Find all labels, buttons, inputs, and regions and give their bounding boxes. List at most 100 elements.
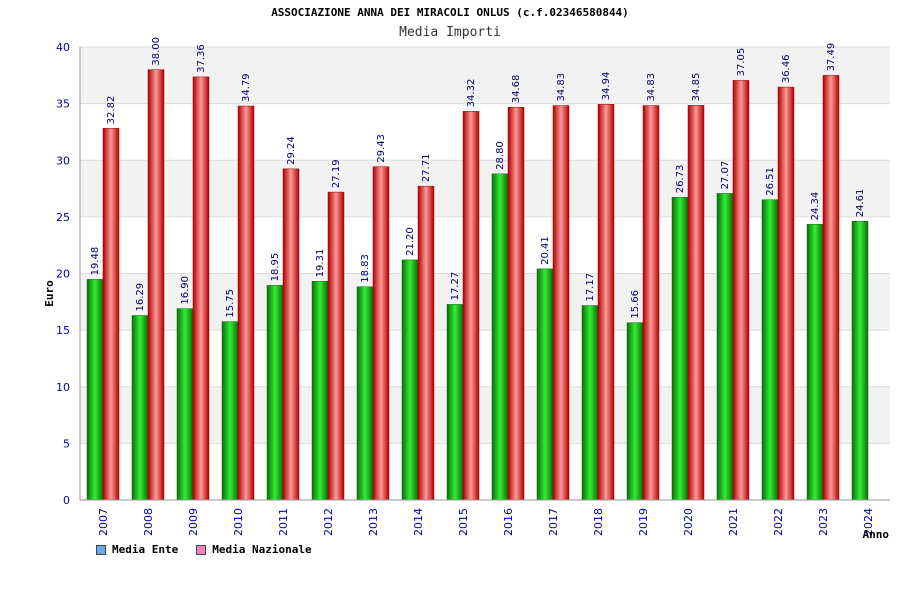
bar-media-nazionale bbox=[102, 128, 120, 501]
data-label: 19.48 bbox=[90, 247, 101, 276]
y-tick-label: 40 bbox=[56, 41, 70, 54]
grid-band bbox=[80, 160, 890, 217]
legend: Media Ente Media Nazionale bbox=[96, 543, 312, 556]
y-tick-label: 15 bbox=[56, 324, 70, 337]
data-label: 21.20 bbox=[405, 227, 416, 256]
data-label: 34.83 bbox=[556, 73, 567, 102]
bar-media-nazionale bbox=[192, 76, 210, 501]
data-label: 28.80 bbox=[495, 141, 506, 170]
bar-media-ente bbox=[311, 281, 329, 501]
data-label: 27.19 bbox=[331, 159, 342, 188]
x-tick-label: 2017 bbox=[547, 508, 560, 536]
axes bbox=[79, 47, 890, 501]
x-tick-label: 2009 bbox=[187, 508, 200, 536]
bar-media-ente bbox=[806, 224, 824, 501]
grid-band bbox=[80, 273, 890, 331]
data-label: 32.82 bbox=[106, 96, 117, 125]
data-label: 37.05 bbox=[736, 48, 747, 77]
x-tick-label: 2020 bbox=[682, 508, 695, 536]
x-tick-label: 2011 bbox=[277, 508, 290, 536]
y-axis-title: Euro bbox=[43, 280, 56, 307]
data-label: 29.43 bbox=[376, 134, 387, 163]
grid-bands bbox=[80, 47, 890, 500]
data-label: 37.36 bbox=[196, 44, 207, 73]
bar-media-ente bbox=[86, 279, 104, 501]
grid-band bbox=[80, 103, 890, 161]
data-label: 26.73 bbox=[675, 165, 686, 194]
data-label: 34.68 bbox=[511, 75, 522, 104]
grid-band bbox=[80, 386, 890, 444]
x-tick-label: 2015 bbox=[457, 508, 470, 536]
bar-media-nazionale bbox=[642, 105, 660, 501]
x-tick-label: 2021 bbox=[727, 508, 740, 536]
bar-media-nazionale bbox=[417, 185, 435, 501]
data-label: 17.17 bbox=[585, 273, 596, 302]
bar-media-ente bbox=[401, 259, 419, 501]
bar-media-nazionale bbox=[597, 104, 615, 501]
grid-band bbox=[80, 330, 890, 387]
y-tick-label: 0 bbox=[63, 494, 70, 507]
data-label: 27.71 bbox=[421, 154, 432, 183]
bar-media-ente bbox=[131, 315, 149, 501]
legend-item-media-nazionale: Media Nazionale bbox=[196, 543, 312, 556]
bar-media-ente bbox=[581, 305, 599, 501]
labels: 0 5 10 15 20 25 30 35 40 19.48 32.82 2007 16.29 38.00… bbox=[43, 37, 889, 541]
data-label: 15.66 bbox=[630, 290, 641, 319]
bar-media-ente bbox=[491, 173, 509, 501]
bar-media-ente bbox=[266, 285, 284, 501]
y-tick-label: 10 bbox=[56, 381, 70, 394]
data-label: 18.83 bbox=[360, 254, 371, 283]
x-tick-label: 2013 bbox=[367, 508, 380, 536]
bar-media-ente bbox=[536, 268, 554, 501]
data-label: 15.75 bbox=[225, 289, 236, 318]
y-tick-label: 30 bbox=[56, 154, 70, 167]
y-tick-label: 35 bbox=[56, 98, 70, 111]
data-label: 27.07 bbox=[720, 161, 731, 190]
data-label: 29.24 bbox=[286, 136, 297, 165]
y-tick-label: 25 bbox=[56, 211, 70, 224]
bar-media-nazionale bbox=[822, 75, 840, 501]
data-label: 24.34 bbox=[810, 192, 821, 221]
x-tick-label: 2023 bbox=[817, 508, 830, 536]
bar-media-ente bbox=[761, 199, 779, 501]
data-label: 37.49 bbox=[826, 43, 837, 72]
y-tick-label: 20 bbox=[56, 268, 70, 281]
bar-media-ente bbox=[446, 304, 464, 501]
chart-subtitle: Media Importi bbox=[399, 25, 501, 40]
data-label: 36.46 bbox=[781, 54, 792, 83]
bars bbox=[86, 69, 869, 501]
x-tick-label: 2010 bbox=[232, 508, 245, 536]
data-label: 24.61 bbox=[855, 189, 866, 218]
legend-label-media-nazionale: Media Nazionale bbox=[212, 543, 312, 556]
y-tick-label: 5 bbox=[63, 437, 70, 450]
x-tick-label: 2014 bbox=[412, 508, 425, 536]
legend-swatch-media-nazionale bbox=[196, 544, 207, 555]
data-label: 19.31 bbox=[315, 249, 326, 278]
x-tick-label: 2008 bbox=[142, 508, 155, 536]
bar-media-nazionale bbox=[147, 69, 165, 501]
data-label: 20.41 bbox=[540, 236, 551, 265]
x-tick-label: 2007 bbox=[97, 508, 110, 536]
bar-media-nazionale bbox=[462, 111, 480, 501]
bar-media-nazionale bbox=[732, 80, 750, 501]
x-tick-label: 2018 bbox=[592, 508, 605, 536]
bar-media-nazionale bbox=[237, 105, 255, 501]
bar-media-nazionale bbox=[687, 105, 705, 501]
legend-swatch-media-ente bbox=[96, 544, 106, 555]
data-label: 26.51 bbox=[765, 167, 776, 196]
bar-media-ente bbox=[221, 321, 239, 501]
x-tick-label: 2016 bbox=[502, 508, 515, 536]
bar-media-ente bbox=[716, 193, 734, 501]
bar-media-ente bbox=[356, 286, 374, 501]
grid-band bbox=[80, 216, 890, 274]
gridlines bbox=[80, 46, 890, 501]
data-label: 34.83 bbox=[646, 73, 657, 102]
data-label: 17.27 bbox=[450, 272, 461, 301]
x-tick-label: 2024 bbox=[862, 508, 875, 536]
data-label: 16.90 bbox=[180, 276, 191, 305]
bar-media-ente bbox=[626, 322, 644, 501]
bar-media-ente bbox=[176, 308, 194, 501]
bar-media-nazionale bbox=[327, 191, 345, 501]
data-label: 34.79 bbox=[241, 73, 252, 102]
